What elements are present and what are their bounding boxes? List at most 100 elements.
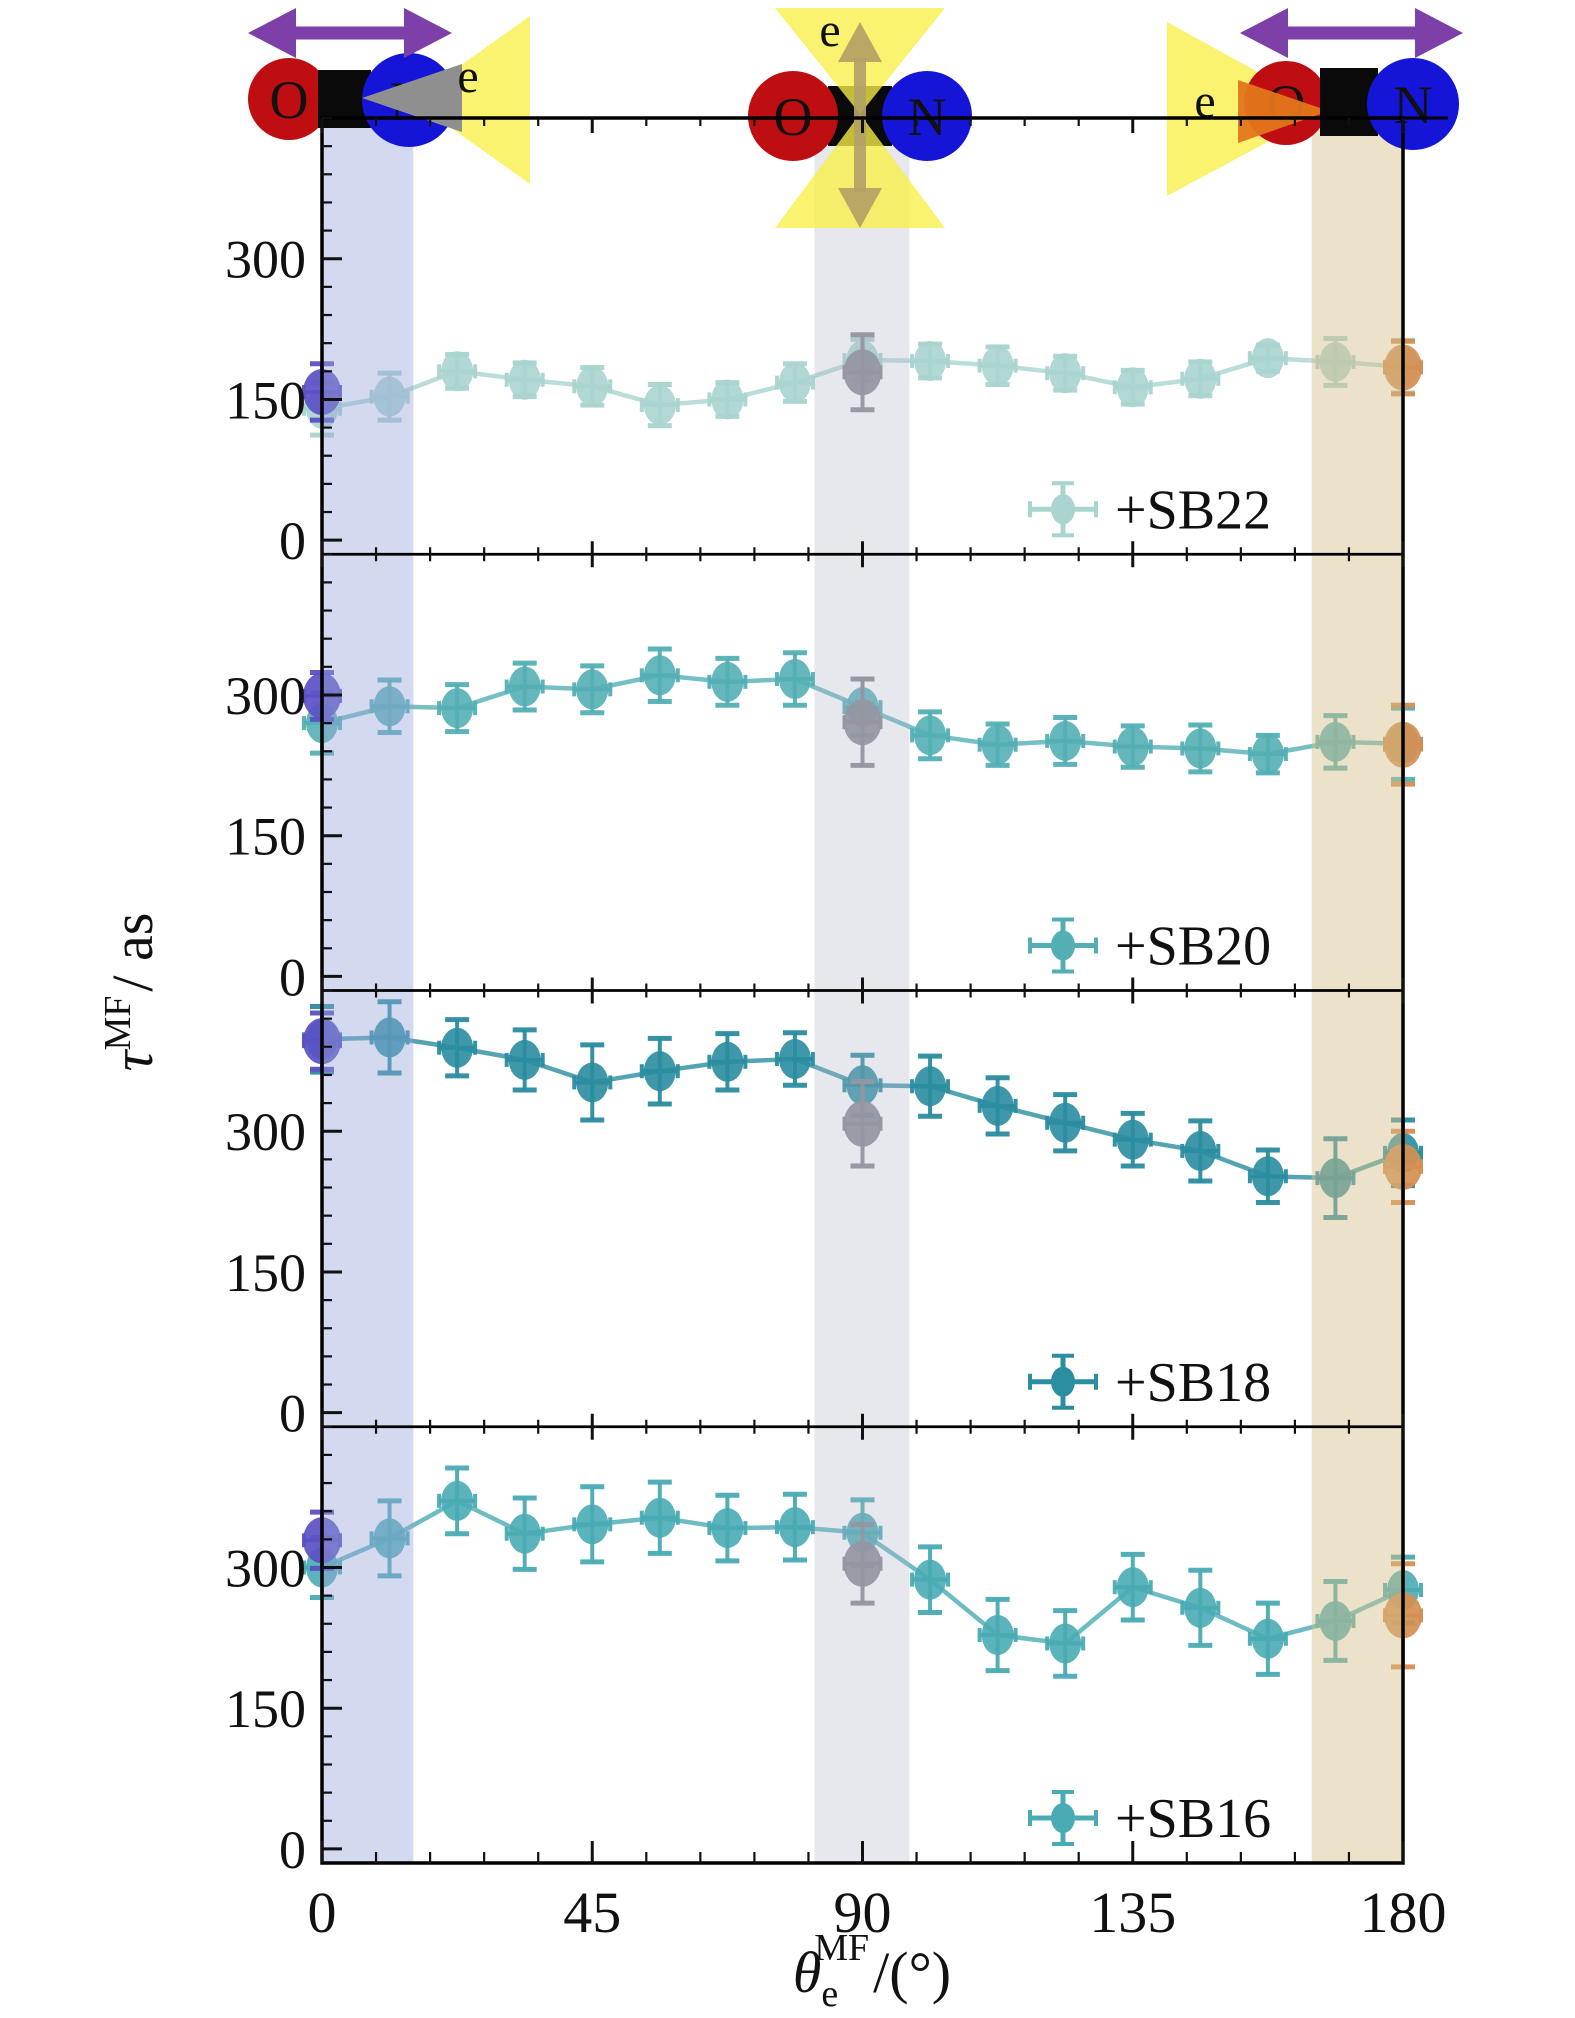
data-point-marker [1319,341,1352,382]
special-point-gray [843,349,882,396]
oxygen-atom [248,58,330,140]
data-point-marker [914,340,947,381]
data-point-marker [981,345,1014,386]
data-point-marker [441,688,474,729]
data-point-marker [1251,338,1284,379]
data-point-marker [1251,734,1284,775]
data-point-marker [1116,726,1149,767]
y-tick-label: 150 [225,1679,306,1739]
electron-cone-icon [412,16,530,184]
data-point-marker [778,362,811,403]
data-point-marker [576,669,609,710]
legend-marker [1051,930,1075,961]
electron-label: e [457,50,478,103]
y-tick-label: 0 [279,947,306,1007]
data-point-marker [1184,358,1217,399]
data-point-marker [508,359,541,400]
data-point-marker [1319,1600,1352,1641]
y-tick-label: 0 [279,1384,306,1444]
data-point-marker [981,724,1014,765]
nitrogen-atom [1367,58,1459,150]
y-tick-label: 150 [225,1243,306,1303]
legend-sb20: +SB20 [1028,916,1271,978]
special-point-gray [843,699,882,746]
legend-marker [1051,1803,1075,1833]
data-point-marker [1116,1119,1149,1160]
y-tick-label: 150 [225,807,306,867]
polarization-arrow-icon-head [1415,8,1463,58]
polarization-arrow-icon-head [1240,8,1288,58]
legend-marker [1051,494,1075,525]
polarization-arrow-icon-head [404,8,452,58]
legend-sb16: +SB16 [1028,1788,1271,1850]
data-point-marker [508,1039,541,1080]
legend-label: +SB16 [1115,1788,1271,1850]
y-tick-label: 300 [225,230,306,290]
emission-arrow-icon-head [838,188,882,228]
data-point-marker [643,655,676,696]
data-point-marker [373,376,406,417]
data-point-marker [1116,1567,1149,1608]
y-tick-label: 300 [225,1102,306,1162]
emission-arrow-icon-head [838,22,882,62]
data-point-marker [1251,1618,1284,1659]
data-point-marker [711,1041,744,1082]
y-tick-label: 0 [279,511,306,571]
x-axis-title: θeMF/(°) [793,1927,951,2015]
legend-label: +SB18 [1115,1352,1271,1414]
legend-sb18: +SB18 [1028,1352,1271,1414]
data-point-marker [778,1507,811,1548]
data-point-marker [441,1480,474,1521]
axes: 0 150 300 0 150 300 0 150 300 0 150 300 0 45 90 135 180 θ… [97,116,1448,2015]
data-point-marker [643,385,676,426]
electron-label: e [1194,75,1215,128]
molecule-diagrams: ONe ONe ONe [248,4,1463,228]
data-point-marker [914,1559,947,1600]
data-point-marker [1184,1130,1217,1171]
data-point-marker [1049,1623,1082,1664]
legend-sb22: +SB22 [1028,479,1271,541]
data-point-marker [1049,1102,1082,1143]
legend-marker [1051,1366,1075,1397]
data-point-marker [1049,720,1082,761]
y-axis-title: τMF/ as [97,913,165,1072]
nitrogen-atom [882,71,972,161]
data-point-marker [508,666,541,707]
special-point-gray [843,1100,882,1147]
y-tick-label: 300 [225,666,306,726]
molecule-left: ONe [248,8,530,184]
x-tick-label: 0 [308,1880,337,1945]
data-point-marker [914,1066,947,1107]
y-tick-label: 0 [279,1820,306,1880]
data-point-marker [778,659,811,700]
data-point-marker [441,351,474,392]
data-point-marker [1184,728,1217,769]
x-tick-label: 135 [1089,1880,1176,1945]
data-point-marker [508,1513,541,1554]
data-point-marker [373,686,406,727]
special-point-gray [843,1540,882,1587]
molecule-middle: O Ne [748,4,972,228]
y-tick-label: 150 [225,370,306,430]
legend-label: +SB22 [1115,479,1271,541]
data-point-marker [576,1504,609,1545]
molecule-right: ONe [1167,8,1463,196]
data-point-marker [1319,1158,1352,1199]
oxygen-atom [748,71,838,161]
legend-label: +SB20 [1115,916,1271,978]
data-point-marker [1184,1587,1217,1628]
data-point-marker [1049,353,1082,394]
data-point-marker [643,1051,676,1092]
polarization-arrow-icon-head [248,8,296,58]
data-point-marker [711,1508,744,1549]
x-tick-label: 90 [834,1880,892,1945]
data-point-marker [576,366,609,407]
data-point-marker [643,1497,676,1538]
data-point-marker [1116,367,1149,408]
data-point-marker [914,715,947,756]
data-point-marker [711,661,744,702]
electron-label: e [819,4,840,57]
